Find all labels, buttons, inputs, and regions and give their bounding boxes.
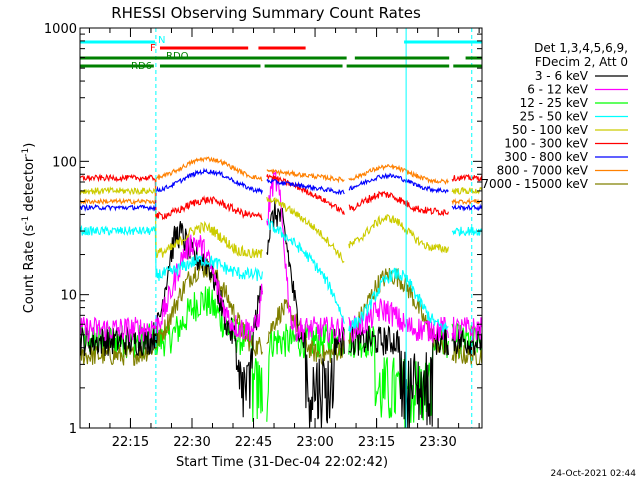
y-axis-label-part1: Count Rate (s: [22, 225, 37, 314]
vertical-markers: [155, 28, 473, 428]
series-line-6: [80, 167, 482, 212]
x-tick-label-4: 23:15: [358, 435, 395, 450]
flag-label-rd6: RD6: [131, 61, 152, 72]
x-tick-label-2: 22:45: [235, 435, 272, 450]
series-layer: [80, 156, 482, 428]
series-line-1: [80, 169, 482, 344]
legend-label-8: 7000 - 15000 keV: [481, 177, 588, 191]
legend-label-3: 25 - 50 keV: [520, 110, 589, 124]
legend-label-1: 6 - 12 keV: [527, 83, 589, 97]
series-line-7: [80, 156, 482, 206]
series-line-3: [80, 218, 482, 334]
series-line-5: [80, 173, 482, 221]
legend-label-5: 100 - 300 keV: [504, 137, 588, 151]
legend-label-7: 800 - 7000 keV: [497, 164, 589, 178]
y-axis-label: Count Rate (s-1 detector-1): [21, 143, 37, 314]
flag-label-rdo: RDO: [166, 51, 189, 62]
legend-header-2: FDecim 2, Att 0: [535, 55, 628, 69]
y-tick-label-2: 100: [52, 155, 77, 170]
plot-frame: [79, 27, 483, 429]
y-tick-label-3: 1000: [44, 22, 77, 37]
y-tick-label-1: 10: [60, 289, 77, 304]
flag-bars: NF RDO RD6: [80, 35, 482, 72]
chart-title: RHESSI Observing Summary Count Rates: [111, 4, 421, 22]
x-tick-label-5: 23:30: [419, 435, 456, 450]
x-axis: 22:15 22:30 22:45 23:00 23:15 23:30: [88, 28, 480, 450]
series-line-4: [80, 186, 482, 264]
flag-label-n: N: [158, 35, 165, 46]
y-axis-label-part2: detector: [22, 156, 37, 216]
y-axis-label-sup1: -1: [21, 216, 31, 225]
x-tick-label-3: 23:00: [296, 435, 333, 450]
y-axis: 1 10 100 1000: [44, 22, 482, 437]
legend-label-4: 50 - 100 keV: [512, 123, 589, 137]
y-axis-label-sup2: -1: [21, 148, 31, 157]
x-tick-label-1: 22:30: [173, 435, 210, 450]
x-axis-label: Start Time (31-Dec-04 22:02:42): [176, 455, 388, 470]
legend-label-0: 3 - 6 keV: [535, 69, 589, 83]
legend: Det 1,3,4,5,6,9, FDecim 2, Att 0 3 - 6 k…: [481, 41, 628, 191]
x-tick-label-0: 22:15: [112, 435, 149, 450]
legend-label-6: 300 - 800 keV: [504, 150, 588, 164]
legend-header-1: Det 1,3,4,5,6,9,: [534, 41, 628, 55]
series-line-0: [80, 200, 482, 428]
footer-timestamp: 24-Oct-2021 02:44: [551, 469, 637, 479]
legend-label-2: 12 - 25 keV: [520, 96, 589, 110]
flag-label-f: F: [150, 43, 156, 54]
y-axis-label-part3: ): [22, 143, 37, 148]
y-tick-label-0: 1: [69, 422, 77, 437]
